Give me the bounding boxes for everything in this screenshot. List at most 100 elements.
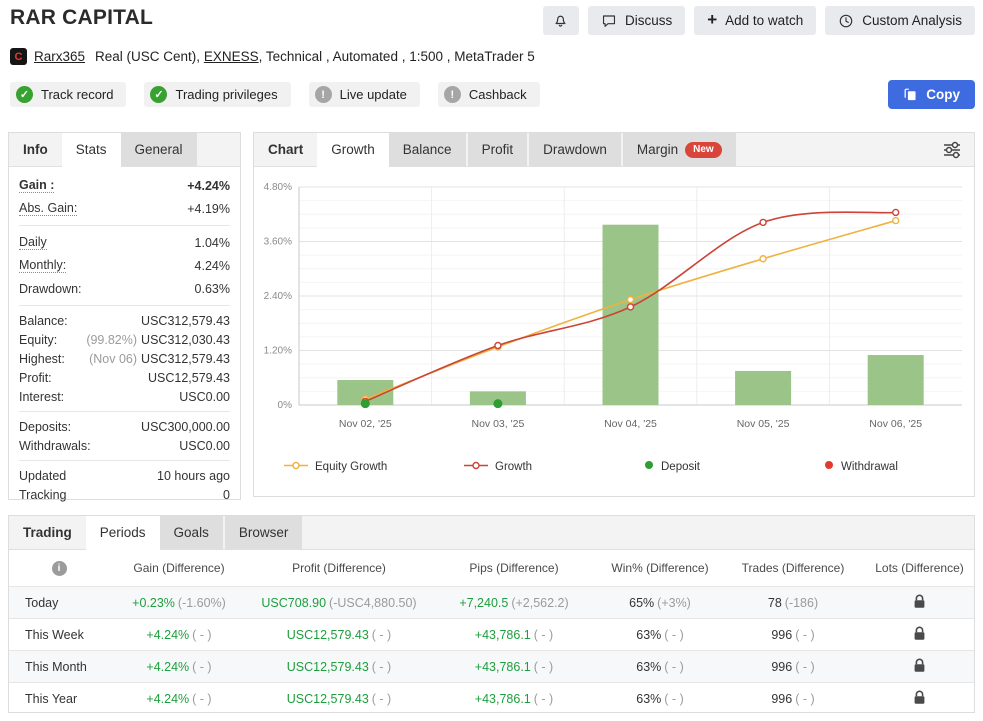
- stat-label: Updated: [19, 469, 66, 483]
- tab-label: Periods: [100, 525, 146, 540]
- chart-settings-button[interactable]: [930, 133, 974, 166]
- stats-panel: InfoStatsGeneral Gain :+4.24% Abs. Gain: +…: [8, 132, 241, 500]
- exclamation-icon: !: [444, 86, 461, 103]
- tab-chart[interactable]: Chart: [254, 133, 317, 166]
- stat-row: Gain :+4.24%: [19, 174, 230, 197]
- tab-growth[interactable]: Growth: [317, 133, 389, 167]
- lots-locked-cell: [865, 690, 974, 708]
- stat-value: USC300,000.00: [141, 420, 230, 434]
- info-icon[interactable]: i: [52, 561, 67, 576]
- table-row: This Week+4.24%( - )USC12,579.43( - )+43…: [9, 618, 974, 650]
- legend-label: Deposit: [661, 461, 700, 473]
- stat-label[interactable]: Daily: [19, 235, 47, 250]
- cell-difference: ( - ): [795, 660, 814, 674]
- legend-item-growth: Growth: [434, 460, 614, 473]
- cell-value: 78: [768, 596, 782, 610]
- stat-label: Drawdown:: [19, 282, 82, 296]
- stat-row: Highest:(Nov 06)USC312,579.43: [19, 349, 230, 368]
- stat-row: Interest:USC0.00: [19, 387, 230, 406]
- stat-label[interactable]: Abs. Gain:: [19, 201, 77, 216]
- cell-difference: (+2,562.2): [511, 596, 568, 610]
- legend-label: Growth: [495, 461, 532, 473]
- stat-note: (Nov 06): [89, 352, 137, 366]
- tab-stats[interactable]: Stats: [62, 133, 121, 167]
- tab-trading[interactable]: Trading: [9, 516, 86, 549]
- svg-text:Nov 04, '25: Nov 04, '25: [604, 418, 657, 430]
- equity-growth-swatch: [284, 461, 308, 473]
- add-to-watch-button[interactable]: + Add to watch: [694, 6, 816, 35]
- account-line: C Rarx365 Real (USC Cent), EXNESS, Techn…: [0, 35, 983, 65]
- account-name-link[interactable]: Rarx365: [34, 49, 85, 64]
- clock-icon: [838, 13, 854, 29]
- value-cell: 63%( - ): [599, 692, 721, 706]
- sliders-icon: [942, 141, 962, 159]
- deposit-marker: [361, 399, 370, 408]
- notifications-button[interactable]: [543, 6, 579, 35]
- tab-balance[interactable]: Balance: [389, 133, 468, 166]
- stats-body: Gain :+4.24%Abs. Gain:+4.19%Daily1.04%Mo…: [9, 167, 240, 509]
- tab-goals[interactable]: Goals: [160, 516, 225, 549]
- value-cell: +43,786.1( - ): [429, 628, 599, 642]
- stat-row: Updated10 hours ago: [19, 466, 230, 485]
- tab-profit[interactable]: Profit: [468, 133, 530, 166]
- growth-swatch: [464, 461, 488, 473]
- check-icon: ✓: [16, 86, 33, 103]
- table-row: This Year+4.24%( - )USC12,579.43( - )+43…: [9, 682, 974, 714]
- header-actions: Discuss + Add to watch Custom Analysis: [543, 6, 975, 35]
- copy-button[interactable]: Copy: [888, 80, 975, 109]
- tab-label: Browser: [239, 525, 289, 540]
- periods-tabbar: Trading Periods Goals Browser: [9, 516, 974, 550]
- tab-margin[interactable]: MarginNew: [623, 133, 738, 166]
- lock-icon: [913, 626, 926, 641]
- tab-label: Drawdown: [543, 142, 607, 157]
- cell-difference: ( - ): [534, 628, 553, 642]
- periods-panel: TradingPeriodsGoalsBrowser iGain (Differ…: [8, 515, 975, 713]
- tab-general[interactable]: General: [121, 133, 199, 166]
- lots-locked-cell: [865, 626, 974, 644]
- stat-value: 0: [223, 488, 230, 502]
- badge-label: Cashback: [469, 87, 527, 102]
- svg-text:Nov 02, '25: Nov 02, '25: [339, 418, 392, 430]
- cell-difference: (+3%): [657, 596, 691, 610]
- tab-info[interactable]: Info: [9, 133, 62, 166]
- cell-value: +43,786.1: [475, 628, 531, 642]
- cell-difference: ( - ): [534, 660, 553, 674]
- legend-label: Withdrawal: [841, 461, 898, 473]
- badge-live-update: !Live update: [309, 82, 420, 107]
- stat-label[interactable]: Gain :: [19, 178, 54, 193]
- cell-value: 63%: [636, 628, 661, 642]
- period-label: This Month: [9, 660, 109, 674]
- discuss-button[interactable]: Discuss: [588, 6, 685, 35]
- stat-value: +4.19%: [187, 202, 230, 216]
- bell-icon: [552, 12, 569, 29]
- cell-difference: ( - ): [664, 692, 683, 706]
- period-label: This Week: [9, 628, 109, 642]
- badge-label: Trading privileges: [175, 87, 277, 102]
- value-cell: +4.24%( - ): [109, 660, 249, 674]
- cell-difference: ( - ): [192, 628, 211, 642]
- stat-row: Balance:USC312,579.43: [19, 311, 230, 330]
- tab-periods[interactable]: Periods: [86, 516, 160, 550]
- cell-difference: ( - ): [372, 692, 391, 706]
- discuss-label: Discuss: [625, 13, 672, 28]
- svg-text:Nov 03, '25: Nov 03, '25: [472, 418, 525, 430]
- svg-text:2.40%: 2.40%: [264, 291, 292, 302]
- broker-link[interactable]: EXNESS: [204, 49, 259, 64]
- tab-browser[interactable]: Browser: [225, 516, 305, 549]
- info-header-cell: i: [9, 561, 109, 576]
- stat-label[interactable]: Monthly:: [19, 258, 66, 273]
- tab-drawdown[interactable]: Drawdown: [529, 133, 623, 166]
- lots-locked-cell: [865, 658, 974, 676]
- cell-value: USC708.90: [261, 596, 326, 610]
- cell-value: +4.24%: [146, 628, 189, 642]
- stat-value: 0.63%: [195, 282, 230, 296]
- svg-text:1.20%: 1.20%: [264, 346, 292, 357]
- cell-value: USC12,579.43: [287, 692, 369, 706]
- period-label: This Year: [9, 692, 109, 706]
- stat-value: (Nov 06)USC312,579.43: [89, 352, 230, 366]
- custom-analysis-button[interactable]: Custom Analysis: [825, 6, 975, 35]
- growth-chart: 0%1.20%2.40%3.60%4.80%Nov 02, '25Nov 03,…: [254, 175, 974, 441]
- cell-value: USC12,579.43: [287, 628, 369, 642]
- page-title: RAR CAPITAL: [10, 6, 153, 30]
- value-cell: +7,240.5(+2,562.2): [429, 596, 599, 610]
